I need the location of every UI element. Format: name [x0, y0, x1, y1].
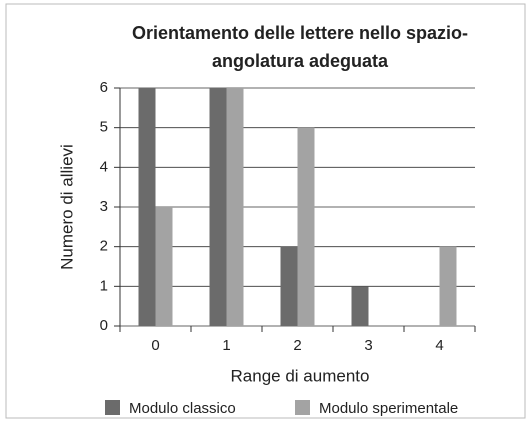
- legend-label: Modulo classico: [129, 400, 236, 417]
- y-axis-label: Numero di allievi: [57, 144, 76, 270]
- y-tick-label: 0: [100, 317, 108, 334]
- frame: [5, 3, 526, 419]
- bar: [226, 88, 244, 326]
- x-tick-label: 2: [293, 337, 301, 354]
- x-axis-label: Range di aumento: [231, 366, 370, 385]
- legend-swatch: [295, 400, 310, 415]
- bar: [439, 246, 457, 326]
- bar: [138, 88, 156, 326]
- y-tick-label: 1: [100, 277, 108, 294]
- bar: [297, 127, 315, 327]
- legend-label: Modulo sperimentale: [319, 400, 458, 417]
- chart-title: Orientamento delle lettere nello spazio-: [132, 23, 468, 43]
- x-tick-label: 0: [151, 337, 159, 354]
- y-tick-label: 5: [100, 119, 108, 136]
- y-tick-label: 2: [100, 238, 108, 255]
- bar: [155, 207, 173, 326]
- chart-title: angolatura adeguata: [212, 51, 389, 71]
- bar: [280, 246, 298, 326]
- legend-swatch: [105, 400, 120, 415]
- x-tick-label: 1: [222, 337, 230, 354]
- x-tick-label: 3: [364, 337, 372, 354]
- y-tick-label: 3: [100, 198, 108, 215]
- bar: [209, 88, 227, 326]
- bar: [351, 286, 369, 326]
- y-tick-label: 6: [100, 79, 108, 96]
- x-tick-label: 4: [435, 337, 443, 354]
- y-tick-label: 4: [100, 158, 108, 175]
